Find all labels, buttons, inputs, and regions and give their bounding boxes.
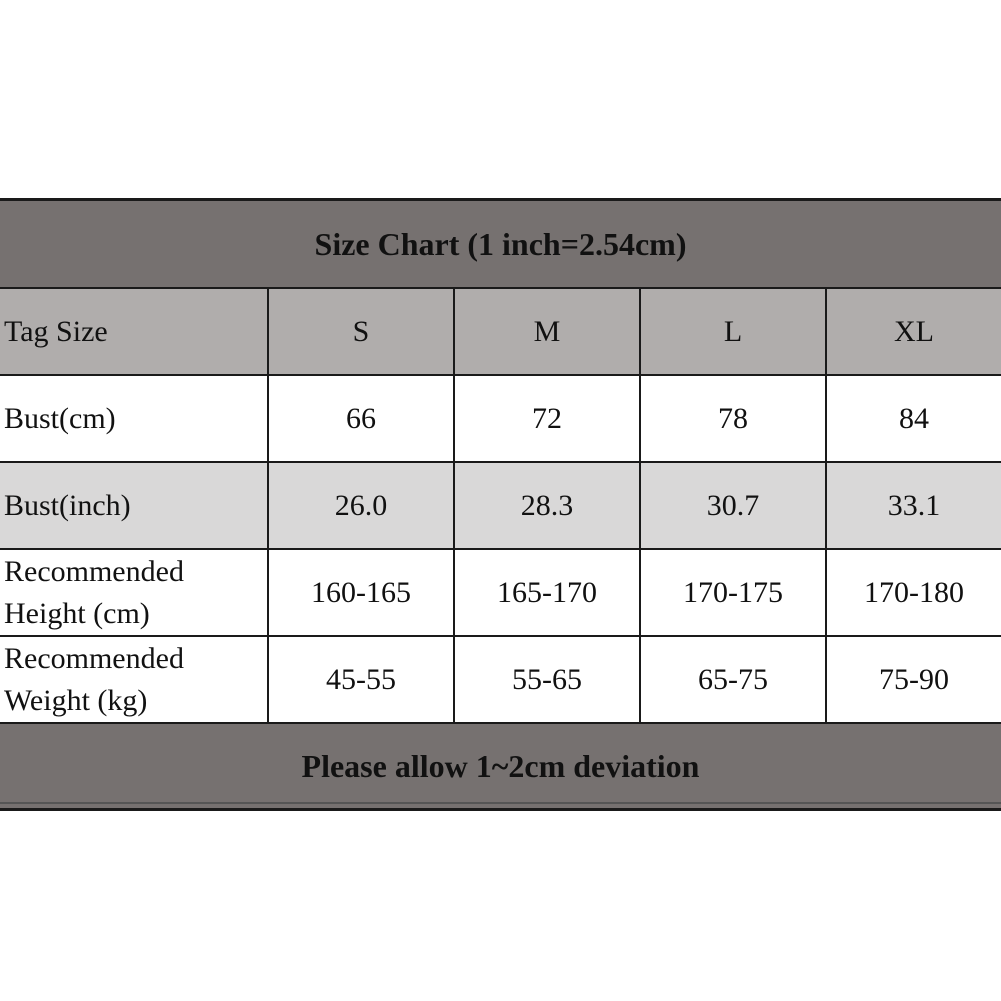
table-cell: 55-65	[453, 637, 639, 722]
table-row-weight: Recommended Weight (kg) 45-55 55-65 65-7…	[0, 635, 1001, 722]
table-cell: 75-90	[825, 637, 1001, 722]
table-cell: 33.1	[825, 463, 1001, 548]
size-s: S	[267, 289, 453, 374]
divider	[0, 802, 1001, 804]
size-chart-table: Size Chart (1 inch=2.54cm) Tag Size S M …	[0, 198, 1001, 811]
row-label-line2: Height (cm)	[4, 596, 150, 630]
table-cell: 170-180	[825, 550, 1001, 635]
table-row-height: Recommended Height (cm) 160-165 165-170 …	[0, 548, 1001, 635]
table-cell: 30.7	[639, 463, 825, 548]
row-label: Bust(inch)	[4, 488, 131, 522]
table-cell: 28.3	[453, 463, 639, 548]
header-label: Tag Size	[4, 314, 108, 348]
header-row: Tag Size S M L XL	[0, 287, 1001, 374]
table-cell: 170-175	[639, 550, 825, 635]
table-cell: 65-75	[639, 637, 825, 722]
deviation-note: Please allow 1~2cm deviation	[0, 722, 1001, 808]
row-label: Recommended Weight (kg)	[0, 637, 267, 722]
table-cell: 160-165	[267, 550, 453, 635]
table-cell: 45-55	[267, 637, 453, 722]
size-xl: XL	[825, 289, 1001, 374]
chart-title: Size Chart (1 inch=2.54cm)	[0, 201, 1001, 287]
row-label: Bust(cm)	[4, 401, 116, 435]
row-label: Recommended Height (cm)	[0, 550, 267, 635]
table-cell: 78	[639, 376, 825, 461]
row-label-line1: Recommended	[4, 641, 184, 675]
size-l: L	[639, 289, 825, 374]
table-cell: 26.0	[267, 463, 453, 548]
table-cell: 66	[267, 376, 453, 461]
table-cell: 165-170	[453, 550, 639, 635]
row-label-line2: Weight (kg)	[4, 683, 148, 717]
table-cell: 84	[825, 376, 1001, 461]
row-label-line1: Recommended	[4, 554, 184, 588]
table-cell: 72	[453, 376, 639, 461]
size-m: M	[453, 289, 639, 374]
table-row-bust-inch: Bust(inch) 26.0 28.3 30.7 33.1	[0, 461, 1001, 548]
table-row-bust-cm: Bust(cm) 66 72 78 84	[0, 374, 1001, 461]
